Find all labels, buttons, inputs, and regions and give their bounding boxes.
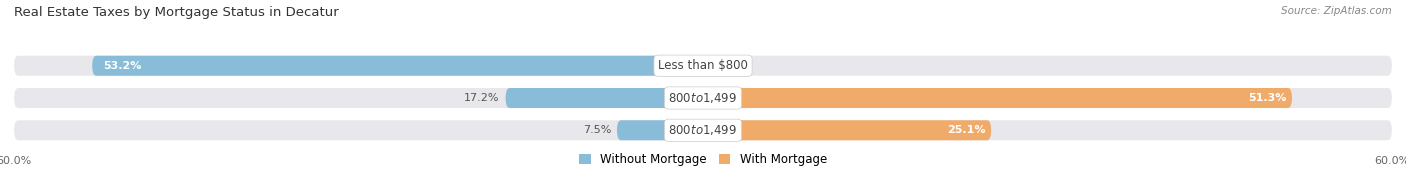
Text: 25.1%: 25.1% bbox=[948, 125, 986, 135]
Text: 7.5%: 7.5% bbox=[582, 125, 612, 135]
FancyBboxPatch shape bbox=[14, 56, 1392, 76]
FancyBboxPatch shape bbox=[703, 120, 991, 140]
FancyBboxPatch shape bbox=[617, 120, 703, 140]
FancyBboxPatch shape bbox=[14, 88, 1392, 108]
FancyBboxPatch shape bbox=[506, 88, 703, 108]
FancyBboxPatch shape bbox=[93, 56, 703, 76]
Legend: Without Mortgage, With Mortgage: Without Mortgage, With Mortgage bbox=[574, 149, 832, 171]
Text: 0.24%: 0.24% bbox=[711, 61, 747, 71]
FancyBboxPatch shape bbox=[703, 88, 1292, 108]
FancyBboxPatch shape bbox=[14, 120, 1392, 140]
Text: 53.2%: 53.2% bbox=[104, 61, 142, 71]
Text: 17.2%: 17.2% bbox=[464, 93, 499, 103]
Text: Source: ZipAtlas.com: Source: ZipAtlas.com bbox=[1281, 6, 1392, 16]
Text: 51.3%: 51.3% bbox=[1249, 93, 1286, 103]
Text: Less than $800: Less than $800 bbox=[658, 59, 748, 72]
FancyBboxPatch shape bbox=[702, 56, 707, 76]
Text: $800 to $1,499: $800 to $1,499 bbox=[668, 123, 738, 137]
Text: $800 to $1,499: $800 to $1,499 bbox=[668, 91, 738, 105]
Text: Real Estate Taxes by Mortgage Status in Decatur: Real Estate Taxes by Mortgage Status in … bbox=[14, 6, 339, 19]
